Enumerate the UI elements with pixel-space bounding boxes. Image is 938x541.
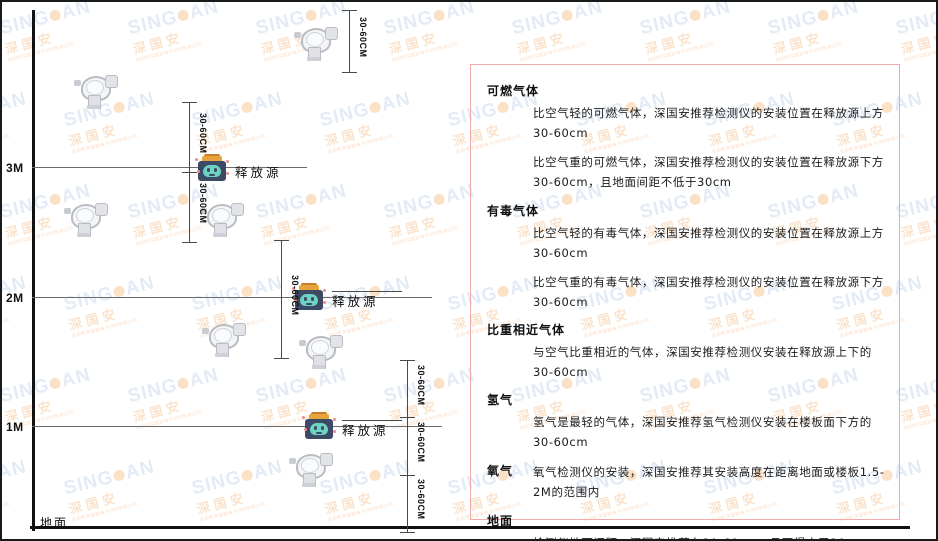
- dimension-label: 30-60CM: [198, 113, 208, 154]
- gas-detector-icon: [72, 72, 118, 110]
- gas-detector-icon: [292, 24, 338, 62]
- section-paragraph: 比空气重的有毒气体，深国安推荐检测仪的安装位置在释放源下方30-60cm: [533, 274, 884, 309]
- dimension-label: 30-60CM: [358, 17, 368, 58]
- release-source-icon: [195, 154, 229, 184]
- gas-detector-icon: [287, 450, 333, 488]
- guideline-section: 氢气氢气是最轻的气体，深国安推荐氢气检测仪安装在楼板面下方的30-60cm: [485, 391, 885, 452]
- section-title: 可燃气体: [487, 84, 540, 98]
- axis-label-1m: 1M: [6, 420, 24, 434]
- dimension-label: 30-60CM: [290, 275, 300, 316]
- release-source-label: 释放源: [342, 423, 389, 438]
- section-title: 氧气: [487, 463, 514, 478]
- guideline-panel: 可燃气体比空气轻的可燃气体，深国安推荐检测仪的安装位置在释放源上方30-60cm…: [470, 64, 900, 539]
- guideline-section: 可燃气体比空气轻的可燃气体，深国安推荐检测仪的安装位置在释放源上方30-60cm…: [485, 82, 885, 193]
- leader-line: [342, 420, 402, 421]
- dimension-column: [400, 360, 415, 533]
- dimension-label: 30-60CM: [416, 422, 426, 463]
- leader-line: [332, 291, 402, 292]
- section-title: 地面: [487, 513, 514, 528]
- gas-detector-icon: [200, 320, 246, 358]
- release-source-label: 释放源: [332, 294, 379, 309]
- dimension-column: [342, 10, 357, 73]
- release-source-icon: [292, 283, 326, 313]
- section-paragraph: 比空气重的可燃气体，深国安推荐检测仪的安装位置在释放源下方30-60cm，且地面…: [533, 155, 884, 190]
- section-title: 比重相近气体: [487, 323, 566, 337]
- section-paragraph: 氧气检测仪的安装，深国安推荐其安装高度在距离地面或楼板1.5-2M的范围内: [533, 464, 885, 499]
- dimension-label: 30-60CM: [416, 364, 426, 406]
- height-line: [32, 297, 432, 298]
- ground-label: 地面: [40, 516, 69, 530]
- guideline-section: 地面检测仪地面间距，深国安推荐在30-60cm，且不得小于30cm，因为过低容易…: [485, 512, 885, 539]
- guideline-section: 比重相近气体与空气比重相近的气体，深国安推荐检测仪安装在释放源上下的30-60c…: [485, 321, 885, 382]
- gas-detector-icon: [62, 200, 108, 238]
- dimension-label: 30-60CM: [198, 183, 208, 224]
- section-paragraph: 比空气轻的可燃气体，深国安推荐检测仪的安装位置在释放源上方30-60cm: [533, 106, 884, 141]
- guideline-section: 氧气 氧气检测仪的安装，深国安推荐其安装高度在距离地面或楼板1.5-2M的范围内: [487, 462, 885, 502]
- height-line: [32, 426, 442, 427]
- vertical-axis: [32, 10, 35, 531]
- axis-label-3m: 3M: [6, 161, 24, 175]
- gas-detector-icon: [198, 200, 244, 238]
- release-source-label: 释放源: [235, 165, 282, 180]
- release-source-icon: [302, 412, 336, 442]
- section-paragraph: 氢气是最轻的气体，深国安推荐氢气检测仪安装在楼板面下方的30-60cm: [533, 415, 872, 450]
- axis-label-2m: 2M: [6, 291, 24, 305]
- dimension-label: 30-60CM: [416, 479, 426, 520]
- guideline-section: 有毒气体比空气轻的有毒气体，深国安推荐检测仪的安装位置在释放源上方30-60cm…: [485, 202, 885, 313]
- section-paragraph: 与空气比重相近的气体，深国安推荐检测仪安装在释放源上下的30-60cm: [533, 345, 872, 380]
- gas-detector-icon: [297, 332, 343, 370]
- section-paragraph: 比空气轻的有毒气体，深国安推荐检测仪的安装位置在释放源上方30-60cm: [533, 225, 884, 260]
- dimension-column: [182, 102, 197, 243]
- section-title: 有毒气体: [487, 203, 540, 218]
- section-paragraph: 检测仪地面间距，深国安推荐在30-60cm，且不得小于30cm，因为过低容易水溅…: [533, 533, 885, 539]
- installation-diagram: 3M 2M 1M 释放源 释放源 释放源 30-60CM 30-60CM 30-60CM 30…: [2, 2, 462, 539]
- dimension-column: [274, 240, 289, 359]
- ground-line: [30, 526, 910, 529]
- height-line: [32, 167, 307, 168]
- section-title: 氢气: [487, 393, 514, 408]
